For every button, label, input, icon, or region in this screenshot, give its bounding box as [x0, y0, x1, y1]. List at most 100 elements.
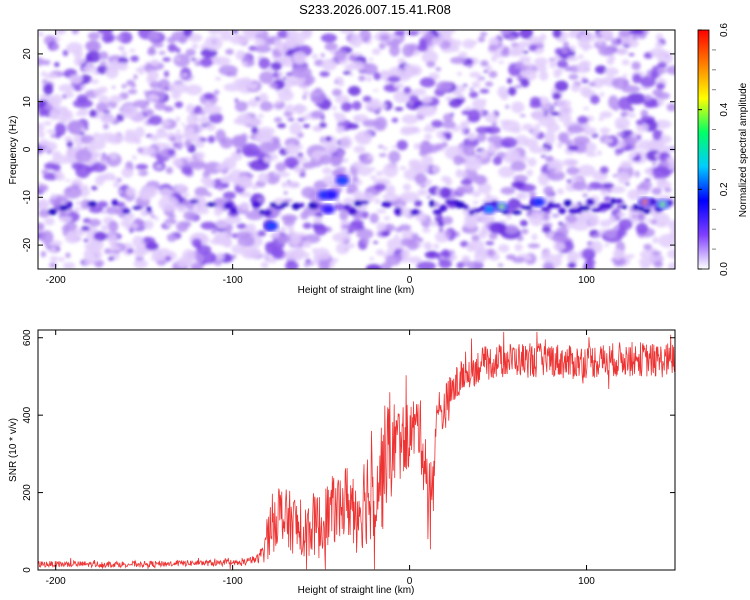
heatmap-cell: [485, 128, 495, 133]
heatmap-cell: [508, 204, 514, 209]
heatmap-cell: [519, 219, 528, 227]
heatmap-cell: [118, 31, 133, 44]
heatmap-cell: [421, 50, 439, 64]
heatmap-cell: [230, 74, 235, 78]
heatmap-cell: [302, 240, 312, 248]
heatmap-cell: [469, 91, 479, 99]
heatmap-cell: [80, 84, 86, 90]
heatmap-cell: [238, 180, 254, 189]
heatmap-cell: [159, 188, 173, 198]
heatmap-cell: [413, 143, 421, 150]
heatmap-cell: [458, 93, 464, 99]
heatmap-cell: [552, 30, 562, 39]
y-tick-label: -20: [22, 237, 33, 252]
heatmap-cell: [49, 262, 57, 268]
heatmap-cell: [302, 161, 316, 169]
heatmap-cell: [613, 80, 620, 85]
heatmap-cell: [426, 195, 432, 199]
heatmap-cell: [138, 188, 154, 201]
heatmap-cell: [532, 110, 545, 120]
heatmap-cell: [319, 71, 330, 77]
heatmap-cell: [393, 83, 403, 89]
heatmap-cell: [257, 172, 270, 183]
heatmap-cell: [93, 231, 108, 242]
heatmap-cell: [234, 101, 248, 112]
heatmap-cell: [527, 63, 534, 68]
heatmap-cell: [181, 122, 185, 127]
heatmap-cell: [79, 74, 92, 84]
heatmap-cell: [90, 79, 100, 84]
heatmap-signal-cell: [381, 201, 393, 208]
heatmap-cell: [352, 100, 362, 111]
heatmap-cell: [257, 197, 264, 203]
heatmap-cell: [278, 226, 287, 233]
heatmap-cell: [348, 61, 365, 70]
heatmap-cell: [283, 198, 292, 203]
heatmap-cell: [197, 111, 206, 115]
heatmap-cell: [418, 38, 428, 48]
heatmap-cell: [362, 95, 372, 103]
heatmap-cell: [514, 135, 529, 146]
heatmap-cell: [462, 39, 476, 49]
heatmap-signal-cell: [146, 206, 152, 213]
heatmap-cell: [302, 222, 312, 229]
heatmap-cell: [368, 57, 374, 62]
heatmap-cell: [620, 111, 629, 117]
heatmap-cell: [369, 256, 374, 261]
heatmap-cell: [626, 93, 647, 105]
heatmap-cell: [640, 75, 656, 88]
heatmap-cell: [186, 113, 200, 126]
heatmap-cell: [617, 212, 626, 218]
heatmap-cell: [561, 48, 568, 54]
heatmap-signal-cell: [280, 202, 290, 207]
heatmap-cell: [518, 40, 530, 49]
heatmap-cell: [599, 166, 609, 175]
heatmap-cell: [616, 132, 624, 137]
heatmap-cell: [513, 174, 528, 183]
y-tick-label: 0: [22, 567, 33, 573]
heatmap-cell: [455, 170, 468, 179]
heatmap-cell: [421, 155, 434, 167]
heatmap-cell: [107, 233, 118, 241]
heatmap-cell: [310, 89, 326, 104]
heatmap-cell: [539, 33, 547, 41]
heatmap-cell: [543, 185, 554, 196]
heatmap-cell: [382, 163, 399, 178]
heatmap-cell: [38, 200, 44, 210]
heatmap-cell: [188, 33, 203, 43]
heatmap-cell: [456, 262, 465, 269]
heatmap-cell: [441, 141, 448, 148]
heatmap-cell: [637, 144, 642, 150]
heatmap-cell: [45, 243, 50, 249]
heatmap-cell: [50, 193, 57, 199]
heatmap-cell: [510, 161, 527, 172]
heatmap-cell: [540, 105, 552, 110]
heatmap-cell: [182, 192, 190, 198]
heatmap-cell: [618, 218, 633, 231]
heatmap-cell: [507, 86, 517, 96]
heatmap-cell: [415, 212, 427, 222]
heatmap-cell: [419, 77, 436, 88]
heatmap-cell: [173, 53, 191, 68]
heatmap-cell: [436, 30, 456, 35]
heatmap-signal-cell: [432, 209, 443, 216]
heatmap-cell: [539, 71, 549, 81]
heatmap-cell: [40, 250, 47, 258]
heatmap-cell: [505, 254, 516, 260]
heatmap-cell: [60, 201, 65, 206]
heatmap-cell: [474, 249, 487, 263]
heatmap-cell: [551, 213, 560, 218]
heatmap-cell: [147, 48, 157, 56]
heatmap-cell: [71, 30, 79, 35]
heatmap-cell: [74, 207, 80, 213]
heatmap-cell: [667, 249, 675, 259]
heatmap-cell: [129, 227, 134, 234]
heatmap-cell: [508, 48, 521, 57]
heatmap-cell: [546, 122, 560, 133]
heatmap-cell: [588, 81, 596, 87]
heatmap-cell: [635, 189, 649, 197]
heatmap-cell: [557, 141, 563, 149]
heatmap-cell: [182, 249, 196, 262]
heatmap-cell: [464, 106, 472, 110]
heatmap-cell: [467, 261, 483, 269]
